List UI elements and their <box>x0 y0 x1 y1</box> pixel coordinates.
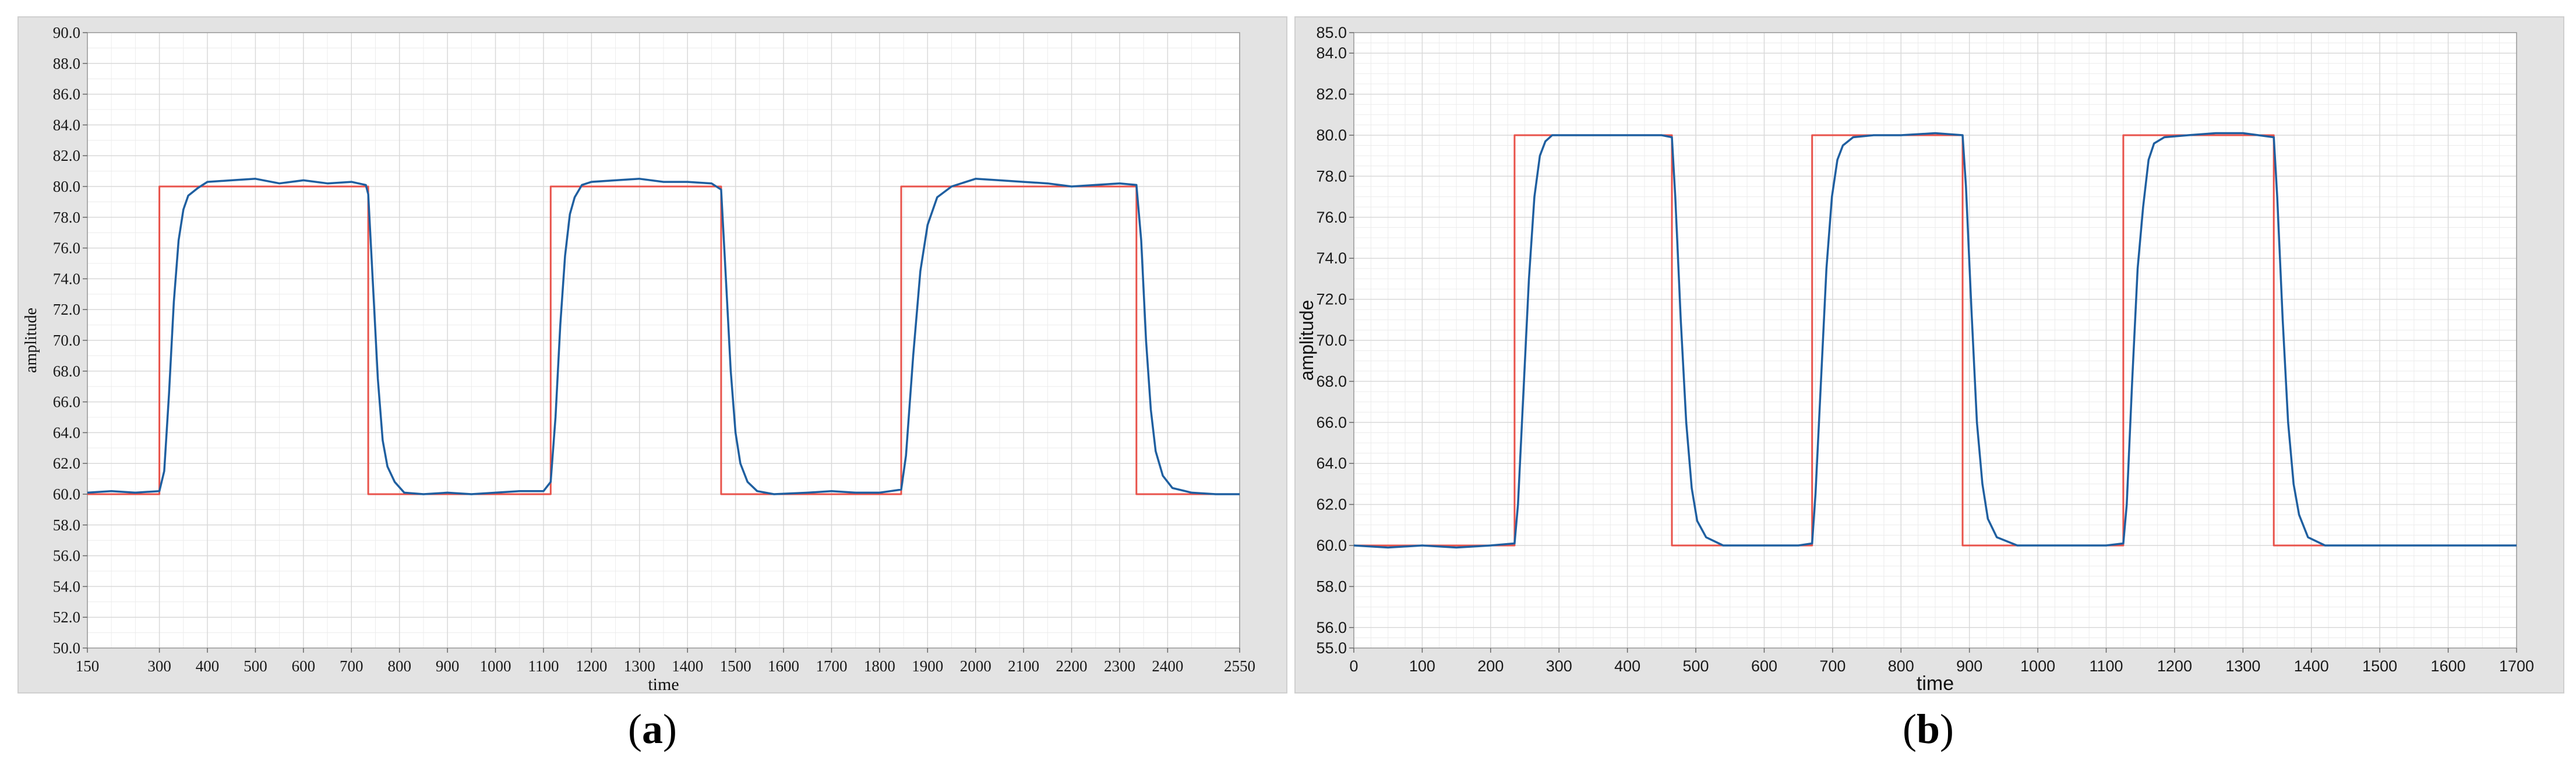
y-tick-label: 58.0 <box>1316 578 1347 595</box>
y-tick-label: 86.0 <box>53 86 80 103</box>
y-tick-label: 62.0 <box>53 455 80 472</box>
x-tick-label: 1600 <box>768 657 799 675</box>
y-tick-label: 82.0 <box>53 147 80 164</box>
y-tick-label: 50.0 <box>53 639 80 657</box>
y-tick-label: 55.0 <box>1316 639 1347 657</box>
y-tick-label: 64.0 <box>53 424 80 441</box>
y-tick-label: 76.0 <box>53 240 80 257</box>
y-tick-label: 84.0 <box>53 116 80 133</box>
y-tick-label: 66.0 <box>53 393 80 411</box>
x-tick-label: 1600 <box>2431 657 2466 675</box>
y-tick-label: 80.0 <box>53 178 80 195</box>
x-tick-label: 100 <box>1409 657 1435 675</box>
y-tick-label: 74.0 <box>1316 249 1347 267</box>
x-tick-label: 0 <box>1349 657 1358 675</box>
y-tick-label: 74.0 <box>53 270 80 287</box>
chart-panel-a: 150 300 400 500 600 700 800 900 1000 1100 1200 1300… <box>17 16 1287 694</box>
x-tick-label: 2550 <box>1224 657 1255 675</box>
caption-a: (a) <box>628 706 677 752</box>
x-tick-label: 300 <box>147 657 171 675</box>
x-tick-label: 2400 <box>1152 657 1183 675</box>
x-tick-label: 1800 <box>864 657 895 675</box>
y-tick-label: 85.0 <box>1316 24 1347 41</box>
x-tick-label: 2100 <box>1008 657 1039 675</box>
y-tick-label: 58.0 <box>53 516 80 534</box>
x-tick-label: 1500 <box>720 657 751 675</box>
x-tick-label: 700 <box>340 657 364 675</box>
y-tick-label: 90.0 <box>53 24 80 41</box>
x-tick-label: 2300 <box>1104 657 1135 675</box>
y-tick-label: 52.0 <box>53 608 80 626</box>
x-tick-label: 200 <box>1477 657 1504 675</box>
x-tick-label: 700 <box>1819 657 1845 675</box>
x-tick-label: 400 <box>196 657 220 675</box>
x-tick-label: 500 <box>1683 657 1709 675</box>
y-tick-label: 72.0 <box>1316 291 1347 308</box>
x-tick-label: 1000 <box>480 657 511 675</box>
x-axis-label: time <box>648 675 679 694</box>
y-tick-label: 68.0 <box>53 362 80 380</box>
x-tick-label: 150 <box>76 657 100 675</box>
x-tick-label: 600 <box>292 657 316 675</box>
x-tick-label: 900 <box>1956 657 1982 675</box>
y-tick-label: 88.0 <box>53 55 80 72</box>
x-tick-label: 300 <box>1546 657 1572 675</box>
y-tick-label: 78.0 <box>1316 167 1347 185</box>
setpoint-series-line <box>87 185 1240 495</box>
x-tick-label: 1100 <box>528 657 559 675</box>
x-tick-label: 400 <box>1614 657 1640 675</box>
x-tick-label: 2000 <box>960 657 991 675</box>
y-tick-label: 56.0 <box>1316 619 1347 636</box>
x-tick-label: 800 <box>387 657 411 675</box>
x-tick-label: 1700 <box>2499 657 2534 675</box>
caption-b-letter: b <box>1916 706 1940 752</box>
y-tick-label: 84.0 <box>1316 44 1347 62</box>
y-tick-label: 72.0 <box>53 301 80 318</box>
x-tick-label: 800 <box>1888 657 1914 675</box>
x-tick-label: 1200 <box>2157 657 2192 675</box>
x-tick-label: 1300 <box>2225 657 2260 675</box>
y-tick-label: 68.0 <box>1316 372 1347 390</box>
response-series-line <box>1353 132 2517 549</box>
major-grid <box>87 32 1240 649</box>
x-tick-label: 1500 <box>2362 657 2397 675</box>
y-tick-label: 66.0 <box>1316 414 1347 431</box>
chart-a: 150 300 400 500 600 700 800 900 1000 1100 1200 1300… <box>22 24 1255 694</box>
y-tick-label: 64.0 <box>1316 455 1347 472</box>
y-tick-label: 70.0 <box>1316 332 1347 349</box>
y-tick-label: 62.0 <box>1316 496 1347 513</box>
chart-panel-b: 0 100 200 300 400 500 600 700 800 900 1000 1100 1200… <box>1294 16 2564 695</box>
y-tick-label: 60.0 <box>53 485 80 503</box>
y-axis-label: amplitude <box>22 308 40 373</box>
x-tick-label: 1900 <box>912 657 943 675</box>
x-tick-label: 2200 <box>1056 657 1088 675</box>
caption-b: (b) <box>1902 706 1954 752</box>
response-series-line <box>87 178 1240 495</box>
x-tick-label: 1000 <box>2020 657 2055 675</box>
chart-b: 0 100 200 300 400 500 600 700 800 900 1000 1100 1200… <box>1296 24 2534 695</box>
x-tick-label: 1400 <box>2294 657 2329 675</box>
y-tick-label: 60.0 <box>1316 537 1347 554</box>
y-tick-label: 70.0 <box>53 332 80 349</box>
y-tick-label: 82.0 <box>1316 86 1347 103</box>
x-tick-label: 900 <box>436 657 460 675</box>
y-axis-label: amplitude <box>1296 300 1317 381</box>
x-tick-label: 1200 <box>576 657 607 675</box>
x-tick-label: 1300 <box>624 657 655 675</box>
x-tick-label: 600 <box>1751 657 1777 675</box>
x-tick-label: 500 <box>244 657 267 675</box>
y-tick-label: 78.0 <box>53 209 80 226</box>
x-axis-label: time <box>1917 673 1954 695</box>
x-tick-label: 1100 <box>2089 657 2123 675</box>
x-tick-label: 1400 <box>672 657 703 675</box>
y-tick-label: 54.0 <box>53 578 80 595</box>
y-tick-label: 80.0 <box>1316 126 1347 144</box>
x-tick-label: 1700 <box>816 657 847 675</box>
y-tick-label: 76.0 <box>1316 209 1347 226</box>
caption-a-letter: a <box>642 706 663 752</box>
y-tick-label: 56.0 <box>53 547 80 565</box>
